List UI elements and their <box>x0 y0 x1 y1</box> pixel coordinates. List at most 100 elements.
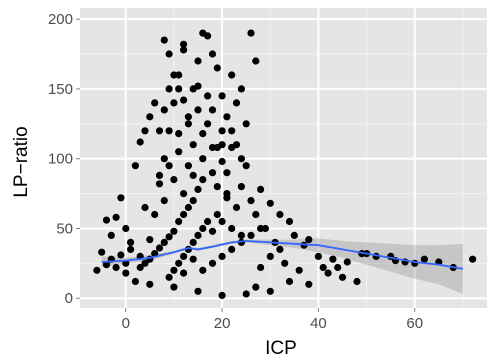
data-point <box>136 263 144 272</box>
data-point <box>252 57 260 65</box>
data-point <box>208 227 217 235</box>
data-point <box>218 127 226 135</box>
data-points <box>93 29 477 299</box>
y-tick-label: 0 <box>65 290 73 307</box>
data-point <box>194 287 202 295</box>
data-point <box>165 233 173 241</box>
data-point <box>218 157 226 166</box>
confidence-ribbon <box>101 238 463 294</box>
data-point <box>180 190 188 198</box>
data-point <box>180 46 188 54</box>
data-point <box>194 231 202 239</box>
data-point <box>218 92 226 100</box>
data-point <box>122 224 130 233</box>
data-point <box>189 255 197 263</box>
data-point <box>285 277 294 286</box>
x-tick-label: 20 <box>214 315 231 332</box>
data-point <box>228 71 236 79</box>
data-point <box>266 287 274 295</box>
data-point <box>194 106 202 114</box>
data-point <box>237 183 245 191</box>
data-point <box>170 266 178 274</box>
data-point <box>160 197 168 205</box>
data-point <box>141 127 149 135</box>
x-axis-ticks: 0 20 40 60 <box>122 308 423 332</box>
data-point <box>295 266 303 274</box>
data-point <box>199 266 207 274</box>
data-point <box>160 36 168 44</box>
data-point <box>107 231 115 239</box>
data-point <box>170 71 178 79</box>
data-point <box>194 82 202 90</box>
data-point <box>213 183 221 191</box>
y-tick-label: 50 <box>56 220 73 237</box>
data-point <box>175 217 183 226</box>
x-tick-label: 60 <box>406 315 423 332</box>
data-point <box>117 251 125 259</box>
data-point <box>165 273 173 281</box>
data-point <box>199 155 207 163</box>
data-point <box>213 210 221 219</box>
data-point <box>184 113 192 121</box>
data-point <box>98 248 106 256</box>
smooth-line-layer <box>101 240 464 270</box>
data-point <box>160 238 168 246</box>
data-point <box>146 113 154 121</box>
data-point <box>257 224 265 233</box>
data-point <box>204 120 212 128</box>
data-point <box>180 96 188 104</box>
data-point <box>165 127 173 135</box>
data-point <box>276 245 284 253</box>
data-point <box>266 252 274 260</box>
data-point <box>208 169 217 177</box>
data-point <box>194 185 202 193</box>
data-point <box>146 236 154 244</box>
data-point <box>247 231 255 239</box>
data-point <box>257 185 265 193</box>
data-point <box>93 266 101 274</box>
data-point <box>223 169 231 177</box>
data-point <box>170 283 178 291</box>
data-point <box>276 210 284 219</box>
data-point <box>285 217 294 226</box>
data-point <box>223 113 231 121</box>
data-point <box>208 259 217 267</box>
data-point <box>151 99 159 107</box>
data-point <box>252 210 260 219</box>
data-point <box>102 261 111 269</box>
y-tick-label: 200 <box>48 11 73 28</box>
data-point <box>252 283 260 291</box>
data-point <box>208 50 217 58</box>
data-point <box>266 199 274 207</box>
data-point <box>204 217 212 226</box>
data-point <box>180 269 188 277</box>
data-point <box>469 255 477 263</box>
data-point <box>141 259 149 267</box>
data-point <box>204 92 212 100</box>
data-point <box>127 238 135 246</box>
data-point <box>228 127 236 135</box>
data-point <box>194 57 202 65</box>
data-point <box>343 258 351 266</box>
data-point <box>155 180 164 188</box>
data-point <box>232 203 241 212</box>
data-point <box>141 203 149 212</box>
data-point <box>165 50 173 58</box>
data-point <box>242 162 250 170</box>
data-point <box>247 197 255 205</box>
data-point <box>237 85 245 93</box>
data-point <box>237 231 245 239</box>
data-point <box>199 224 207 233</box>
data-point <box>117 194 125 202</box>
data-point <box>180 252 188 260</box>
data-point <box>329 255 337 263</box>
data-point <box>338 273 347 281</box>
data-point <box>170 176 178 184</box>
data-point <box>180 40 188 48</box>
data-point <box>170 99 178 107</box>
data-point <box>175 259 183 267</box>
data-point <box>189 171 197 179</box>
data-point <box>208 143 217 152</box>
data-point <box>155 127 164 135</box>
data-point <box>127 245 135 253</box>
